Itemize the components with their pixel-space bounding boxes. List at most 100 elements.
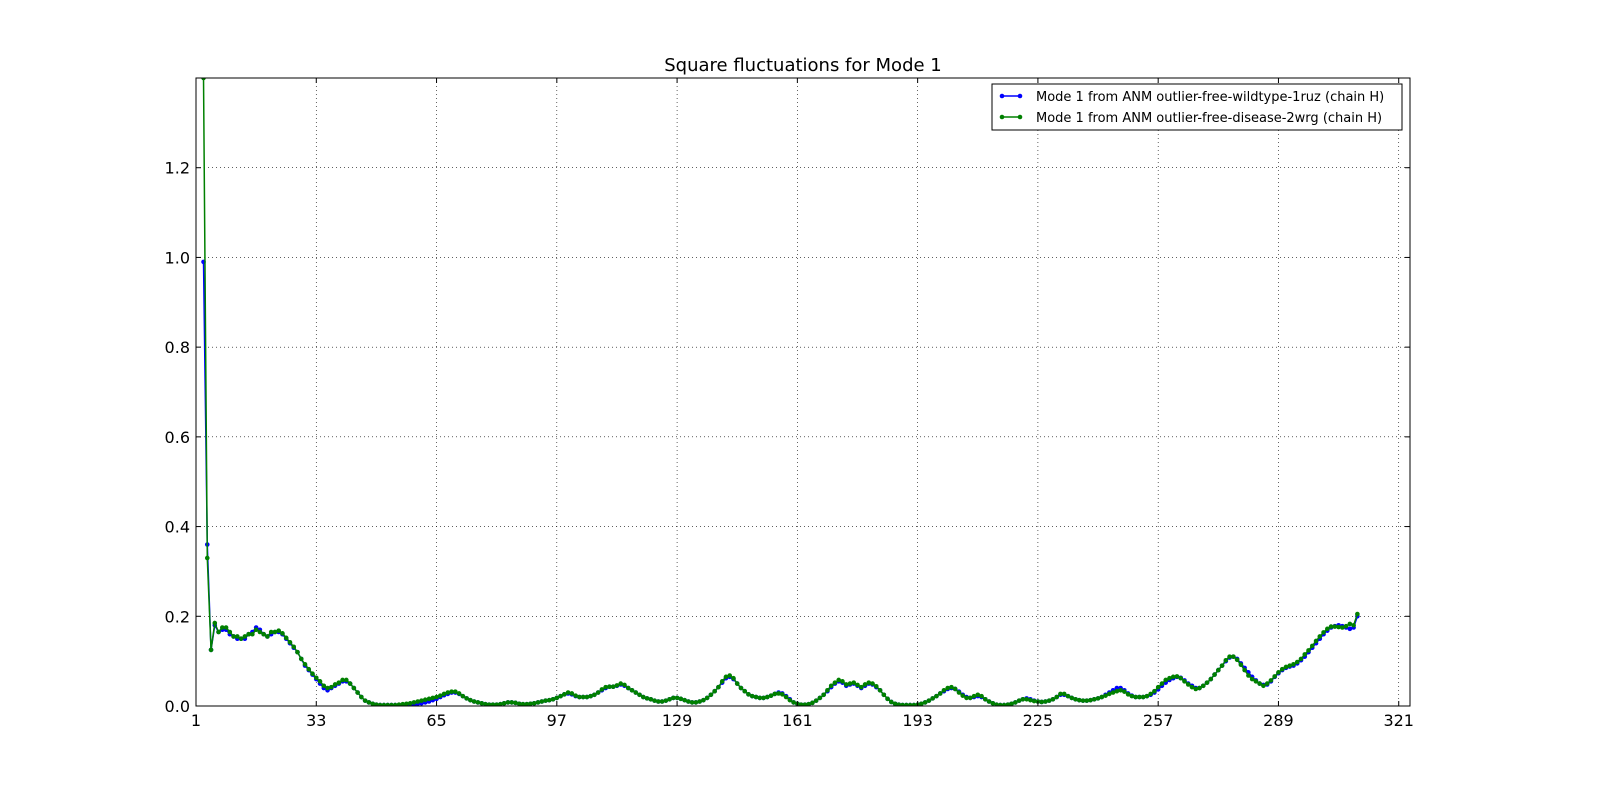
data-point: [1103, 693, 1108, 698]
data-point: [1291, 661, 1296, 667]
data-point: [817, 695, 823, 701]
data-point: [580, 694, 586, 700]
data-point: [652, 698, 657, 703]
data-point: [1001, 702, 1007, 706]
series-line: [202, 261, 1359, 706]
data-point: [287, 640, 293, 645]
x-tick-label: 65: [426, 711, 446, 730]
data-point: [1264, 681, 1270, 686]
data-point: [648, 696, 654, 702]
data-point: [697, 699, 702, 704]
data-point: [1170, 674, 1176, 680]
data-point: [1253, 679, 1259, 684]
data-point: [471, 699, 477, 704]
data-point: [716, 684, 721, 690]
data-point: [870, 681, 875, 686]
data-point: [235, 634, 240, 639]
data-point: [1313, 638, 1319, 644]
data-point: [934, 693, 939, 699]
data-point: [719, 679, 725, 684]
data-point: [982, 696, 988, 702]
data-point: [806, 701, 811, 706]
data-point: [336, 680, 342, 685]
data-point: [543, 698, 548, 703]
data-point: [1272, 674, 1277, 679]
data-point: [1212, 672, 1217, 677]
data-point: [618, 681, 624, 686]
data-point: [686, 699, 691, 704]
data-point: [453, 689, 458, 694]
legend-label: Mode 1 from ANM outlier-free-disease-2wr…: [1036, 111, 1382, 126]
data-point: [1159, 681, 1165, 686]
series-line: [202, 78, 1359, 706]
data-point: [592, 692, 597, 698]
data-point: [460, 693, 466, 699]
data-point: [238, 636, 244, 642]
data-point: [340, 677, 345, 683]
data-point: [1069, 695, 1075, 701]
data-point: [1133, 694, 1138, 700]
legend-marker: [999, 114, 1005, 120]
data-point: [911, 702, 917, 706]
data-point: [1234, 657, 1240, 663]
data-point: [798, 702, 804, 706]
data-point: [1332, 624, 1338, 629]
data-point: [483, 701, 488, 706]
data-point: [280, 631, 285, 636]
data-point: [550, 696, 556, 702]
data-point: [780, 692, 785, 697]
data-point: [505, 700, 511, 705]
data-point: [1227, 654, 1232, 659]
data-point: [761, 695, 766, 701]
data-point: [614, 683, 620, 688]
data-point: [1009, 701, 1014, 706]
x-tick-label: 289: [1263, 711, 1294, 730]
x-tick-label: 33: [306, 711, 326, 730]
series-1: [201, 259, 1360, 706]
data-point: [1182, 679, 1187, 684]
data-point: [1283, 664, 1289, 670]
data-point: [1046, 698, 1052, 703]
data-point: [640, 694, 646, 700]
data-point: [904, 702, 909, 706]
data-point: [524, 701, 530, 706]
legend-marker: [999, 93, 1005, 99]
data-point: [926, 698, 932, 703]
data-point: [265, 634, 270, 639]
data-point: [659, 699, 665, 704]
data-point: [949, 684, 954, 690]
legend-marker: [1017, 114, 1023, 120]
y-tick-label: 1.0: [165, 248, 190, 267]
data-point: [1287, 663, 1293, 668]
data-point: [520, 701, 526, 706]
data-point: [1219, 663, 1225, 668]
data-point: [813, 698, 819, 703]
y-tick-label: 1.2: [165, 159, 190, 178]
data-point: [764, 694, 770, 700]
data-point: [253, 627, 259, 633]
y-tick-label: 0.6: [165, 428, 190, 447]
data-point: [1328, 624, 1334, 629]
data-point: [787, 697, 793, 703]
data-point: [449, 689, 454, 694]
data-point: [392, 702, 398, 706]
data-point: [836, 677, 842, 683]
data-point: [362, 698, 368, 703]
data-point: [625, 685, 631, 691]
data-point: [1061, 691, 1067, 697]
data-point: [1024, 696, 1029, 702]
data-point: [272, 629, 278, 635]
data-point: [1231, 654, 1236, 659]
data-point: [535, 700, 541, 705]
data-point: [212, 620, 218, 626]
data-point: [584, 694, 590, 700]
chart-title: Square fluctuations for Mode 1: [664, 55, 942, 76]
data-point: [351, 685, 357, 691]
data-point: [441, 691, 447, 697]
data-point: [738, 685, 744, 691]
data-point: [389, 702, 394, 706]
data-point: [734, 681, 740, 686]
x-tick-label: 129: [662, 711, 693, 730]
data-point: [1095, 696, 1101, 701]
data-point: [1167, 675, 1172, 681]
